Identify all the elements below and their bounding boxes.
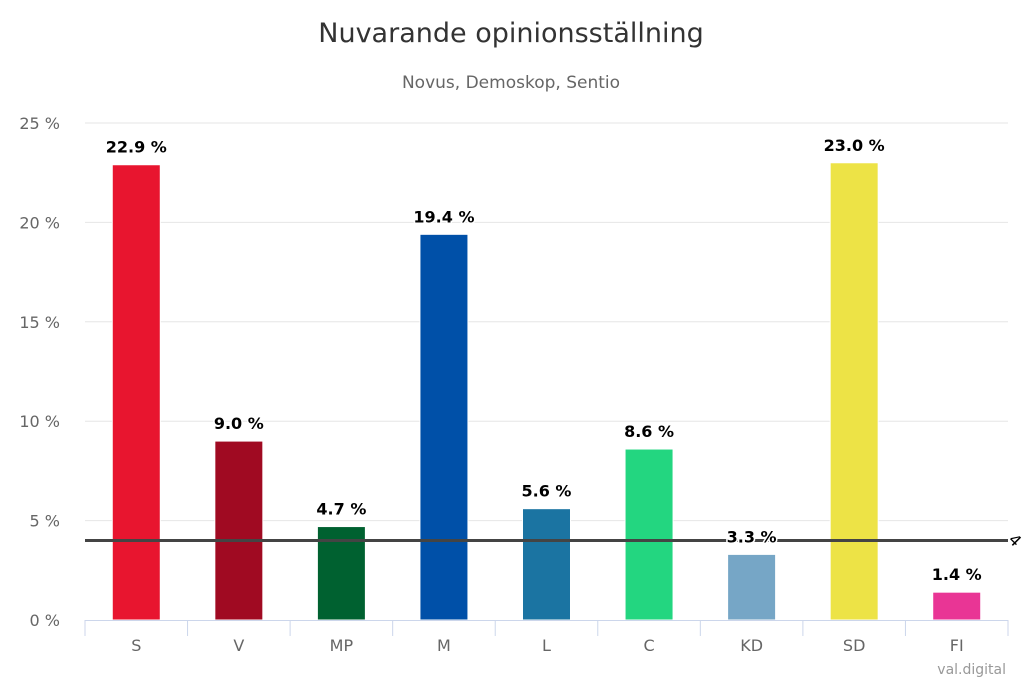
y-tick-label: 10 % <box>19 412 60 431</box>
x-tick-label: SD <box>843 636 865 655</box>
data-label: 9.0 % <box>214 414 264 433</box>
data-labels: 22.9 % 9.0 % 4.7 % 19.4 % 5.6 % 8.6 % 3.3 % 23.… <box>104 134 983 585</box>
y-tick-label: 20 % <box>19 213 60 232</box>
x-tick-label: S <box>131 636 141 655</box>
x-tick-label: C <box>643 636 654 655</box>
bar-m <box>419 233 469 621</box>
x-tick-label: MP <box>330 636 354 655</box>
data-label: 3.3 % <box>727 527 777 546</box>
bar-fi <box>932 591 982 621</box>
data-label: 5.6 % <box>522 482 572 501</box>
bar-kd <box>727 553 777 621</box>
x-tick-label: L <box>542 636 551 655</box>
x-tick-label: M <box>437 636 451 655</box>
y-tick-label: 15 % <box>19 313 60 332</box>
x-tick-label: KD <box>740 636 763 655</box>
y-axis-ticks: 0 % 5 % 10 % 15 % 20 % 25 % <box>19 114 60 630</box>
data-label: 4.7 % <box>316 500 366 519</box>
data-label: 22.9 % <box>106 138 167 157</box>
chart-title: Nuvarande opinionsställning <box>318 18 703 49</box>
x-axis: S V MP M L C KD SD FI <box>84 620 1009 655</box>
x-tick-label: V <box>233 636 244 655</box>
chart-subtitle: Novus, Demoskop, Sentio <box>402 73 620 93</box>
chart-credit[interactable]: val.digital <box>937 662 1006 678</box>
bar-v <box>214 440 264 621</box>
bar-sd <box>829 162 879 621</box>
y-tick-label: 0 % <box>30 611 60 630</box>
x-tick-label: FI <box>950 636 964 655</box>
bar-mp <box>316 526 366 621</box>
bar-s <box>111 164 161 621</box>
bars <box>111 162 982 621</box>
data-label: 1.4 % <box>932 565 982 584</box>
bar-c <box>624 448 674 621</box>
y-tick-label: 5 % <box>30 512 60 531</box>
data-label: 8.6 % <box>624 422 674 441</box>
y-tick-label: 25 % <box>19 114 60 133</box>
data-label: 23.0 % <box>824 136 885 155</box>
bar-l <box>522 508 571 621</box>
threshold-label: 4 <box>1005 530 1023 551</box>
data-label: 19.4 % <box>413 207 474 226</box>
